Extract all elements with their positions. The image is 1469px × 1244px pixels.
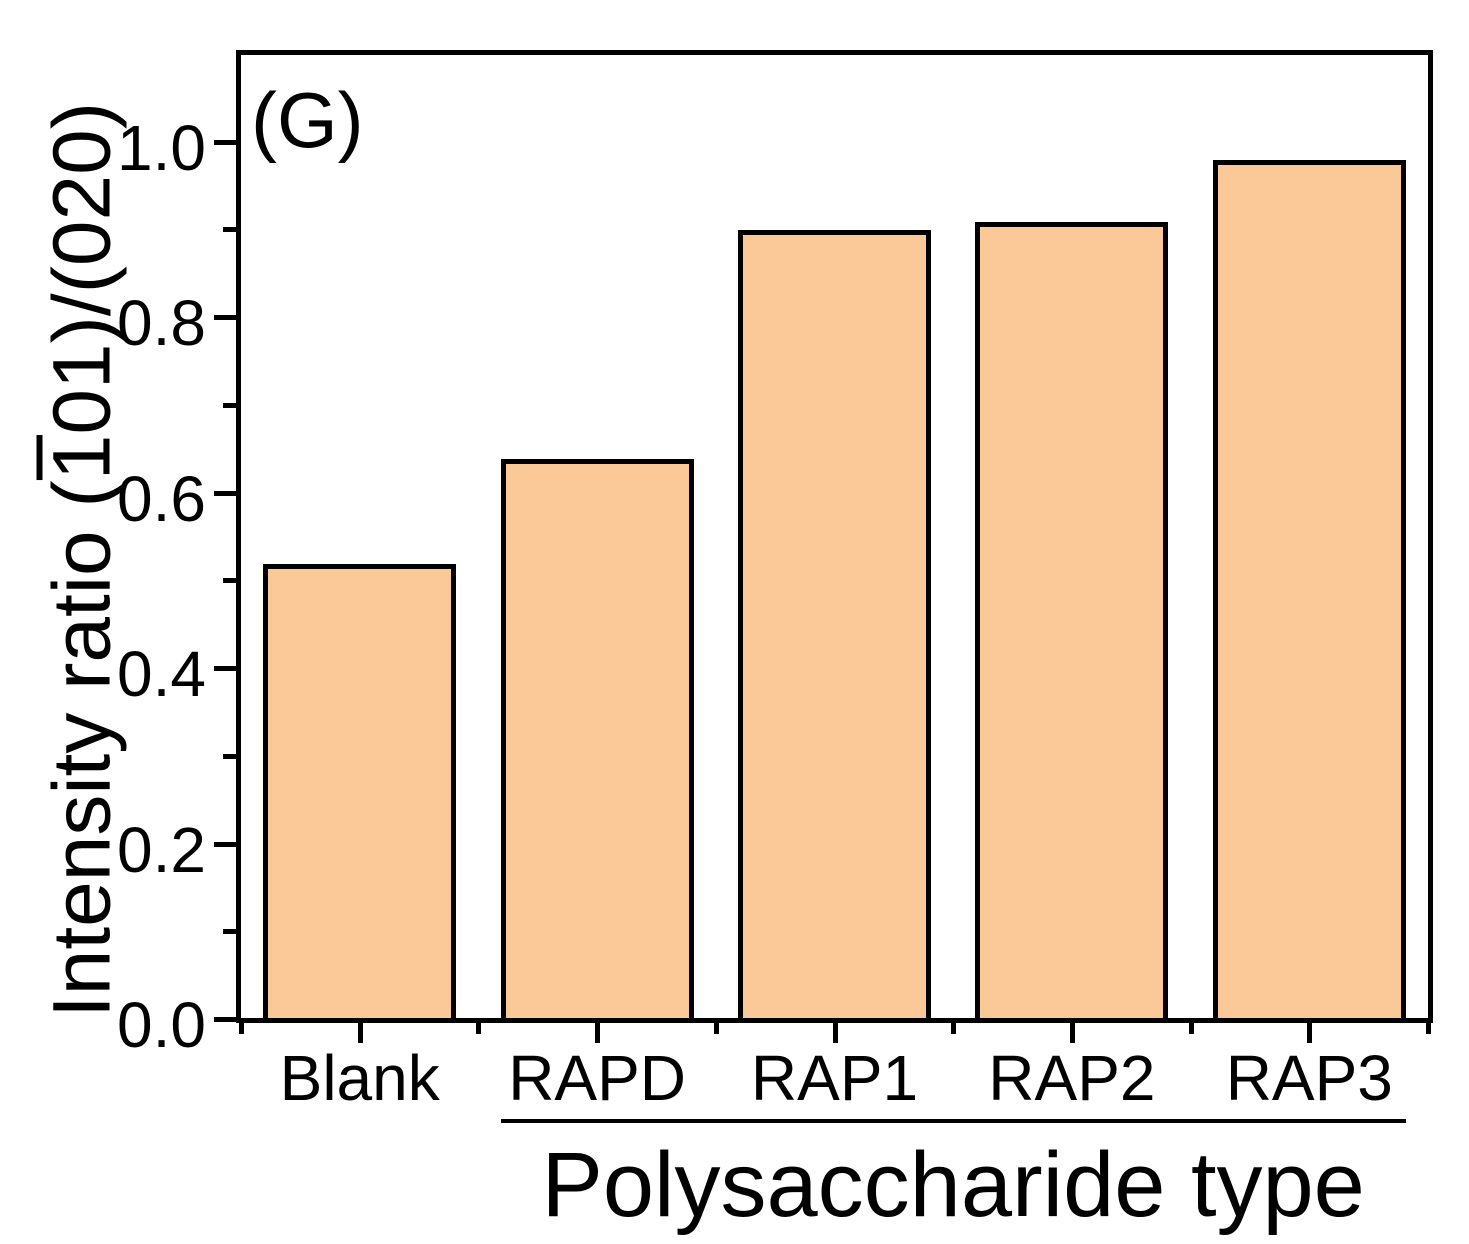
y-tick-0.0 [214, 1017, 236, 1022]
x-tick-blank [357, 1023, 363, 1043]
y-axis-title-suffix: 01)/(020) [36, 101, 128, 435]
x-boundary-tick [476, 1023, 482, 1034]
x-tick-rap2 [1069, 1023, 1075, 1043]
x-tick-label-rap3: RAP3 [1225, 1042, 1393, 1114]
y-axis-title: Intensity ratio (101)/(020) [36, 102, 128, 1018]
x-tick-rap3 [1307, 1023, 1313, 1043]
y-minor-tick [223, 753, 236, 759]
y-minor-tick [223, 402, 236, 408]
x-tick-label-blank: Blank [279, 1042, 440, 1114]
bar-rapd [500, 458, 694, 1018]
miller-index-overbar-digit: 1 [36, 434, 128, 481]
y-tick-1.0 [214, 139, 236, 145]
x-boundary-tick [713, 1023, 719, 1034]
y-tick-0.2 [214, 841, 236, 847]
x-tick-label-rap1: RAP1 [750, 1042, 919, 1114]
bar-rap3 [1212, 160, 1406, 1018]
x-tick-rap1 [832, 1023, 838, 1043]
panel-label: (G) [251, 76, 364, 164]
y-axis-title-prefix: Intensity ratio ( [36, 480, 128, 1019]
y-tick-label-0.6: 0.6 [117, 462, 206, 535]
bar-blank [263, 563, 457, 1018]
y-tick-0.4 [214, 666, 236, 672]
x-tick-rapd [595, 1023, 601, 1043]
x-boundary-tick [1188, 1023, 1194, 1034]
y-tick-label-0.8: 0.8 [117, 287, 206, 360]
y-tick-0.8 [214, 315, 236, 321]
x-axis-title: Polysaccharide type [541, 1134, 1365, 1236]
bar-rap2 [975, 221, 1169, 1018]
x-boundary-tick [951, 1023, 957, 1034]
y-minor-tick [223, 227, 236, 233]
group-underline [500, 1119, 1406, 1123]
y-tick-label-0.2: 0.2 [117, 813, 206, 886]
y-tick-label-1.0: 1.0 [117, 111, 206, 184]
x-tick-label-rap2: RAP2 [988, 1042, 1156, 1114]
bar-rap1 [738, 230, 931, 1018]
y-tick-label-0.0: 0.0 [117, 989, 206, 1061]
x-tick-label-rapd: RAPD [508, 1042, 686, 1114]
y-minor-tick [223, 929, 236, 935]
x-boundary-tick [1426, 1023, 1431, 1034]
x-boundary-tick [239, 1023, 244, 1034]
y-tick-label-0.4: 0.4 [117, 638, 206, 711]
y-tick-0.6 [214, 490, 236, 496]
y-minor-tick [223, 578, 236, 584]
